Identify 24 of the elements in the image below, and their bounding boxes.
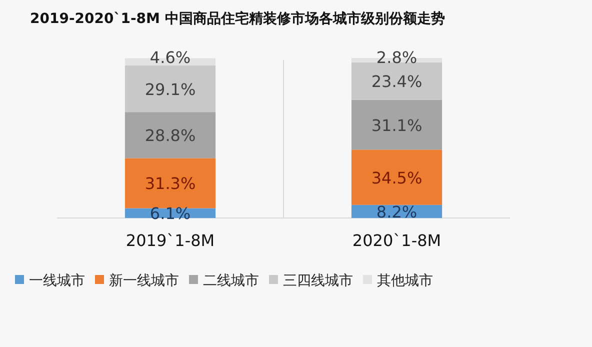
bar: [124, 158, 216, 208]
legend-label: 其他城市: [377, 273, 433, 289]
data-label: 6.1%: [150, 204, 191, 224]
data-label: 29.1%: [144, 80, 196, 99]
bar: [124, 112, 216, 158]
bar: [351, 62, 442, 100]
data-label: 34.5%: [371, 168, 422, 188]
bar: [351, 150, 442, 205]
bar: [351, 100, 442, 150]
data-label: 28.8%: [144, 126, 196, 146]
data-label: 31.1%: [371, 116, 422, 135]
chart-title: 2019-2020`1-8M 中国商品住宅精装修市场各城市级别份额走势: [30, 10, 445, 27]
x-tick-label: 2020`1-8M: [352, 231, 442, 250]
data-label: 8.2%: [376, 202, 418, 222]
legend-label: 新一线城市: [109, 273, 179, 289]
data-label: 4.6%: [150, 48, 191, 68]
bar: [124, 66, 216, 112]
legend-label: 一线城市: [29, 273, 85, 289]
data-label: 2.8%: [376, 48, 418, 67]
legend-label: 三四线城市: [283, 273, 353, 289]
data-label: 23.4%: [371, 72, 422, 92]
data-label: 31.3%: [144, 174, 196, 194]
legend-label: 二线城市: [203, 273, 259, 289]
x-tick-label: 2019`1-8M: [126, 231, 215, 250]
